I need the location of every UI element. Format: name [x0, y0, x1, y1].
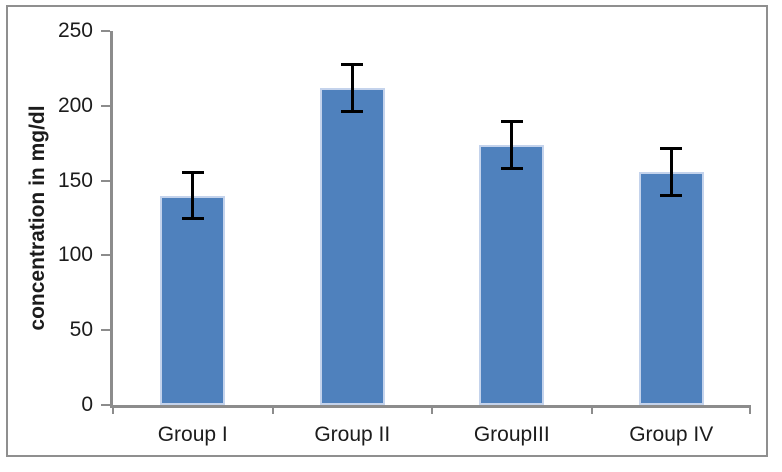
bar-group-iv: [638, 171, 704, 405]
y-tick-label: 100: [57, 243, 93, 267]
x-tick-mark: [112, 405, 114, 414]
y-tick-label: 50: [69, 318, 93, 342]
x-axis-line: [110, 405, 751, 408]
x-category-label-group-ii: Group II: [314, 423, 391, 446]
error-bar-line-group-ii: [350, 63, 354, 112]
x-category-label-groupiii: GroupIII: [473, 423, 550, 446]
y-tick-label: 150: [57, 168, 93, 192]
error-bar-cap-bottom-groupiii: [500, 166, 523, 170]
y-axis-title: concentration in mg/dl: [26, 105, 49, 331]
y-tick-mark: [101, 30, 110, 32]
y-axis-line: [110, 31, 113, 405]
error-bar-line-groupiii: [510, 120, 514, 169]
bar-group-i: [160, 195, 226, 405]
y-tick-label: 250: [57, 19, 93, 42]
x-tick-mark: [271, 405, 274, 414]
bar-group-ii: [319, 87, 385, 405]
error-bar-cap-top-group-iv: [660, 146, 683, 150]
error-bar-cap-bottom-group-i: [181, 217, 204, 221]
y-tick-mark: [101, 329, 110, 332]
y-tick-label: 200: [57, 93, 93, 117]
y-tick-mark: [101, 254, 110, 257]
x-category-label-group-i: Group I: [157, 423, 228, 446]
error-bar-cap-top-group-ii: [341, 62, 364, 66]
y-tick-mark: [101, 104, 110, 107]
x-tick-mark: [431, 405, 433, 414]
y-tick-label: 0: [81, 393, 93, 416]
x-tick-mark: [749, 405, 751, 414]
y-tick-mark: [101, 404, 110, 406]
error-bar-cap-top-groupiii: [500, 119, 523, 123]
error-bar-line-group-i: [191, 171, 195, 220]
error-bar-line-group-iv: [669, 147, 673, 196]
x-tick-mark: [590, 405, 593, 414]
error-bar-cap-bottom-group-ii: [341, 109, 364, 113]
error-bar-cap-top-group-i: [181, 170, 204, 174]
bar-groupiii: [479, 144, 545, 405]
error-bar-cap-bottom-group-iv: [660, 193, 683, 197]
chart-outer-border: [6, 5, 768, 457]
y-tick-mark: [101, 179, 110, 182]
x-category-label-group-iv: Group IV: [629, 423, 714, 446]
